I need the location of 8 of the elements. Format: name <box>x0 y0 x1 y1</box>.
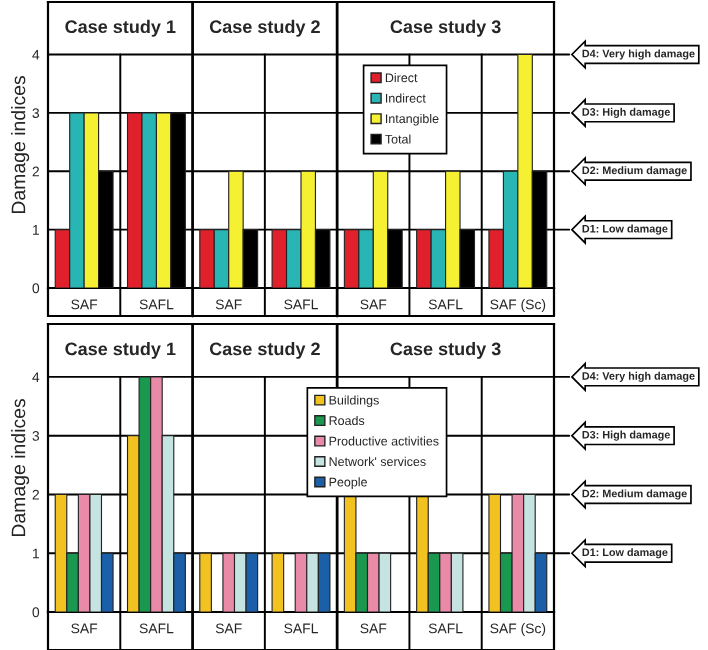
annotation: Case study 1 <box>65 342 176 359</box>
annotation: Case study 2 <box>209 342 320 359</box>
annotation: Case study 2 <box>209 19 320 37</box>
annotation: Case study 3 <box>390 342 501 359</box>
y-axis-title: Damage indices <box>11 398 30 537</box>
y-axis-title: Damage indices <box>11 75 30 214</box>
annotation: Case study 3 <box>390 19 501 37</box>
annotation: Case study 1 <box>65 19 176 37</box>
